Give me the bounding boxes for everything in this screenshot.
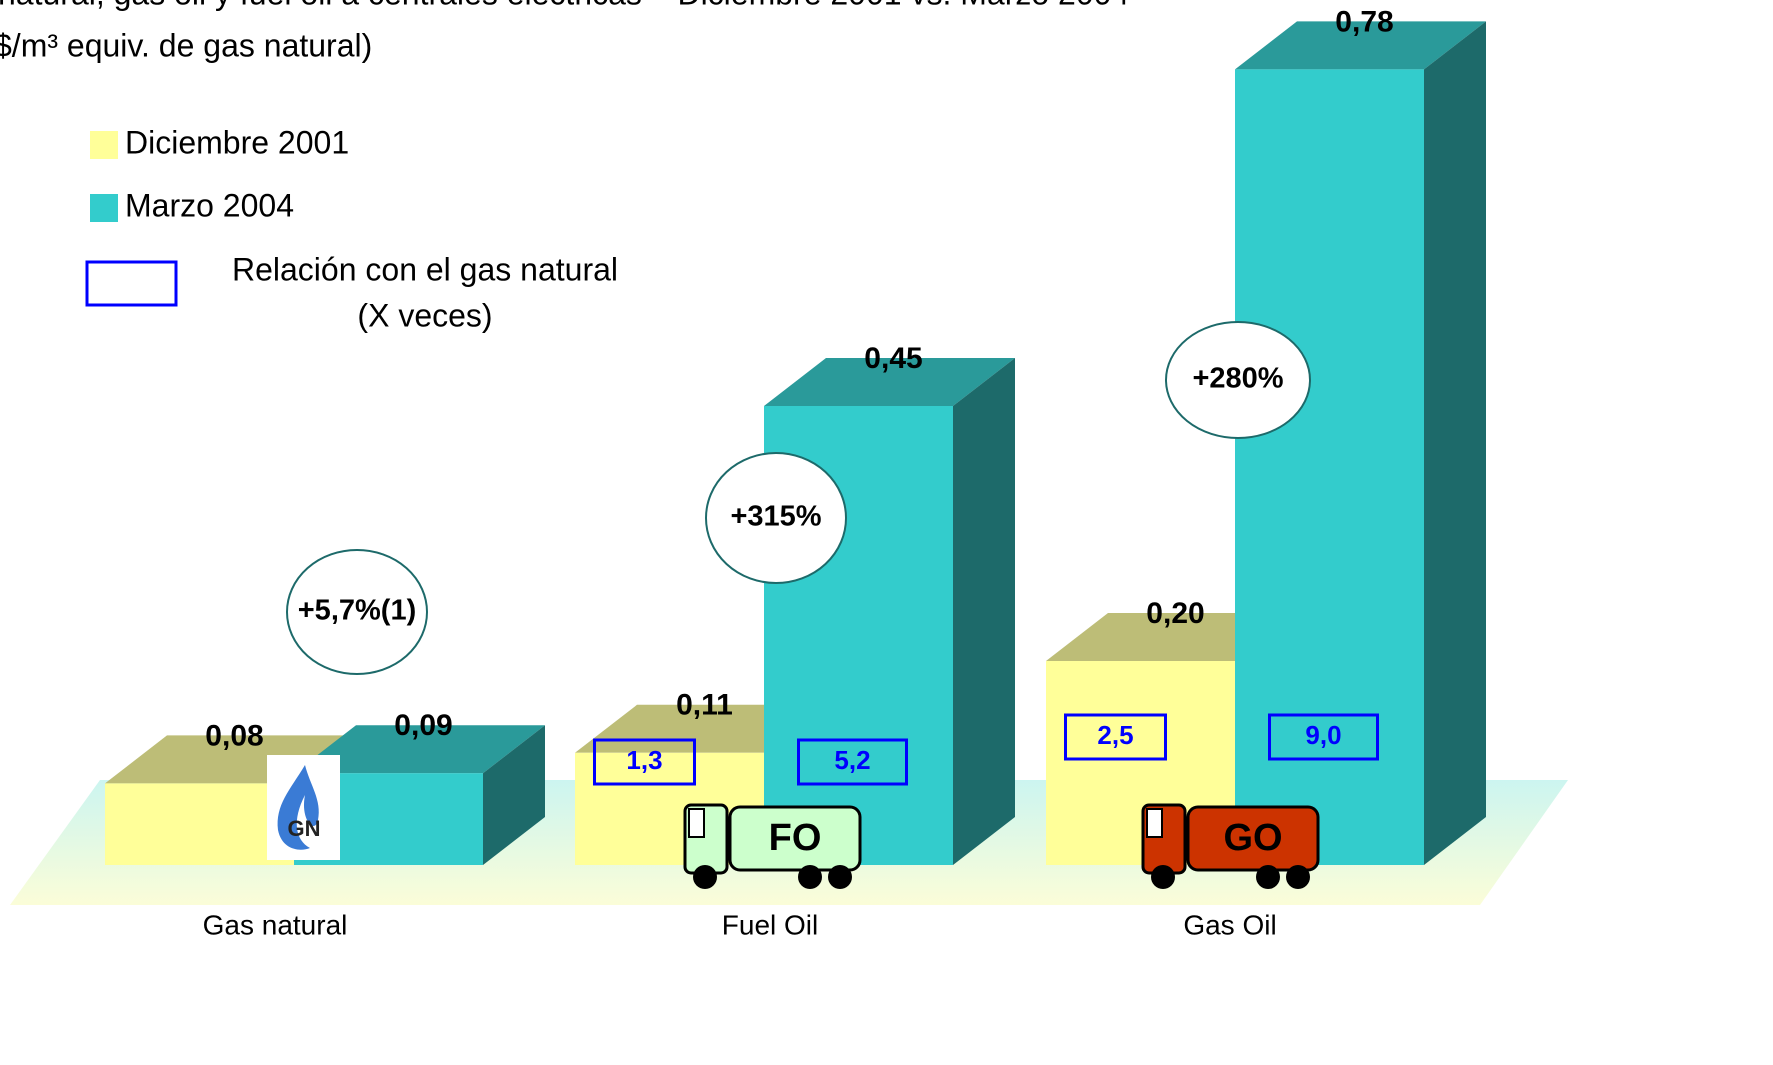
truck-label: GO (1223, 817, 1282, 859)
truck-tank (728, 805, 862, 872)
legend-label: Marzo 2004 (125, 187, 294, 223)
truck-wheel (1256, 865, 1280, 889)
ratio-label: 5,2 (834, 745, 870, 775)
bar-top (1235, 21, 1486, 70)
bar-top (764, 358, 1015, 406)
value-label: 0,09 (394, 709, 452, 742)
change-bubble (705, 452, 847, 584)
change-bubble (286, 549, 428, 675)
truck-window (688, 808, 705, 838)
legend-label: Diciembre 2001 (125, 124, 349, 160)
x-tick-label: Gas Oil (1183, 909, 1276, 940)
bar (1235, 69, 1424, 865)
change-label: +5,7%(1) (298, 595, 416, 627)
value-label: 0,11 (676, 689, 733, 722)
ratio-legend-swatch (85, 260, 178, 307)
truck-tank (1186, 805, 1320, 872)
truck-window (1146, 808, 1163, 838)
ratio-legend-text: Relación con el gas natural (232, 251, 618, 287)
bar-side (483, 725, 545, 865)
bar (105, 783, 294, 865)
truck-wheel (1151, 865, 1175, 889)
change-bubble (1165, 321, 1311, 439)
ratio-box (1064, 713, 1167, 761)
x-tick-label: Gas natural (203, 909, 348, 940)
chart-title: natural, gas oil y fuel oil a centrales … (0, 0, 1129, 11)
change-label: +315% (730, 501, 821, 533)
x-tick-label: Fuel Oil (722, 909, 818, 940)
truck-wheel (828, 865, 852, 889)
ratio-box (797, 738, 908, 786)
ratio-box (593, 738, 696, 786)
legend-swatch (90, 131, 118, 159)
truck-label: FO (769, 817, 822, 859)
ratio-box (1268, 713, 1379, 761)
bar-top (294, 725, 545, 774)
ratio-label: 2,5 (1097, 720, 1133, 750)
truck-wheel (798, 865, 822, 889)
gn-label: GN (288, 816, 321, 841)
value-label: 0,08 (205, 719, 263, 752)
chart-subtitle: $/m³ equiv. de gas natural) (0, 27, 372, 63)
gn-flame (277, 765, 319, 850)
bar-side (953, 358, 1015, 865)
bar-top (1046, 613, 1297, 661)
ratio-legend-text: (X veces) (357, 297, 492, 333)
legend-swatch (90, 194, 118, 222)
bar-side (1424, 21, 1486, 865)
value-label: 0,78 (1335, 5, 1393, 38)
truck-wheel (1286, 865, 1310, 889)
truck-wheel (693, 865, 717, 889)
ratio-label: 1,3 (626, 745, 662, 775)
ratio-label: 9,0 (1305, 720, 1341, 750)
value-label: 0,20 (1146, 597, 1204, 630)
value-label: 0,45 (864, 342, 922, 375)
change-label: +280% (1192, 363, 1283, 395)
